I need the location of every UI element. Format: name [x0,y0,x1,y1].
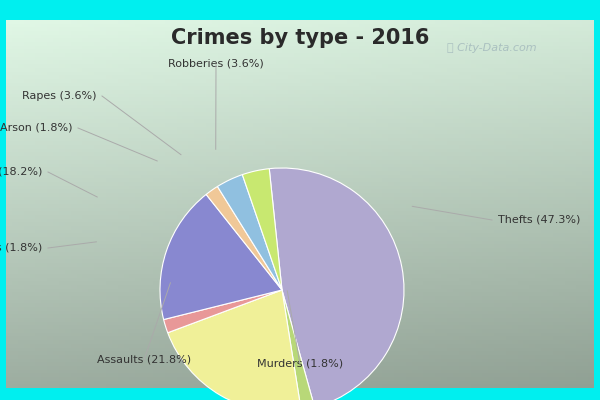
Text: Murders (1.8%): Murders (1.8%) [257,359,343,369]
Wedge shape [168,290,301,400]
Text: Robberies (3.6%): Robberies (3.6%) [168,59,264,69]
Text: Thefts (47.3%): Thefts (47.3%) [498,215,580,225]
Text: Arson (1.8%): Arson (1.8%) [0,123,72,133]
Wedge shape [206,186,282,290]
Wedge shape [282,290,315,400]
Wedge shape [269,168,404,400]
Wedge shape [217,175,282,290]
Text: Crimes by type - 2016: Crimes by type - 2016 [171,28,429,48]
Text: Auto thefts (1.8%): Auto thefts (1.8%) [0,243,42,253]
Text: Rapes (3.6%): Rapes (3.6%) [22,91,96,101]
Wedge shape [164,290,282,333]
Wedge shape [242,169,282,290]
Text: Assaults (21.8%): Assaults (21.8%) [97,355,191,365]
Wedge shape [160,194,282,320]
Text: Burglaries (18.2%): Burglaries (18.2%) [0,167,42,177]
Text: ⓘ City-Data.com: ⓘ City-Data.com [447,43,537,53]
